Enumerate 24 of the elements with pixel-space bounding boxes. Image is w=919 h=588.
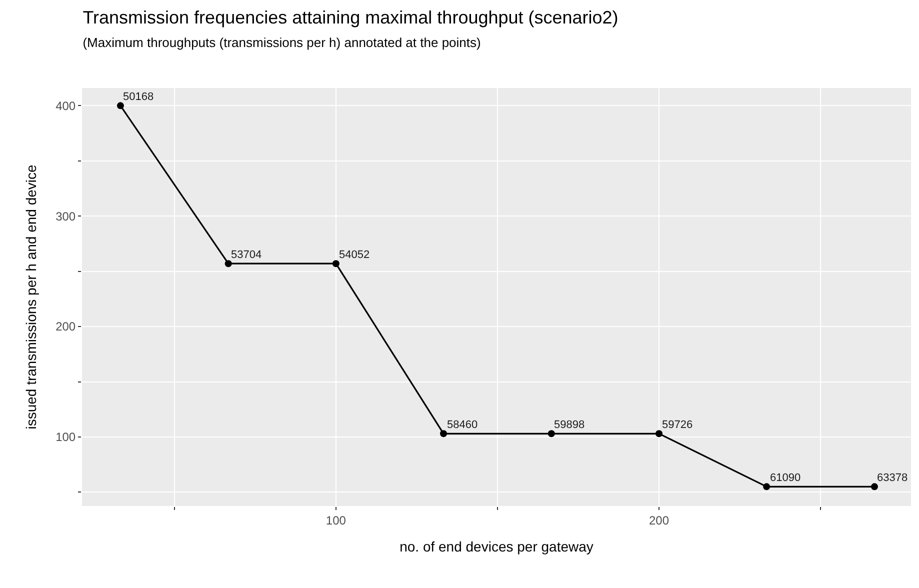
x-axis-title: no. of end devices per gateway <box>400 538 594 555</box>
annotation: 59898 <box>554 419 585 431</box>
y-tick-label: 400 <box>56 98 76 113</box>
chart-subtitle: (Maximum throughputs (transmissions per h) annotated at the points) <box>82 34 481 50</box>
point <box>870 483 878 490</box>
annotation: 53704 <box>231 249 262 261</box>
y-tick-label: 200 <box>56 320 76 334</box>
point <box>332 260 340 268</box>
annotation: 63378 <box>877 472 908 484</box>
annotation: 59726 <box>662 419 693 431</box>
y-axis-title: issued transmissions per h and end device <box>23 164 40 430</box>
annotation: 54052 <box>339 249 370 261</box>
annotation: 61090 <box>770 472 801 484</box>
annotation: 58460 <box>447 419 478 431</box>
chart-title: Transmission frequencies attaining maximal throughput (scenario2) <box>82 8 618 28</box>
point <box>763 483 770 490</box>
y-tick-label: 100 <box>56 430 76 444</box>
annotation: 50168 <box>123 91 154 103</box>
point <box>548 430 555 438</box>
point <box>224 260 232 268</box>
point <box>656 430 662 438</box>
point <box>440 430 448 438</box>
point <box>116 102 124 110</box>
y-tick-label: 300 <box>56 209 76 224</box>
